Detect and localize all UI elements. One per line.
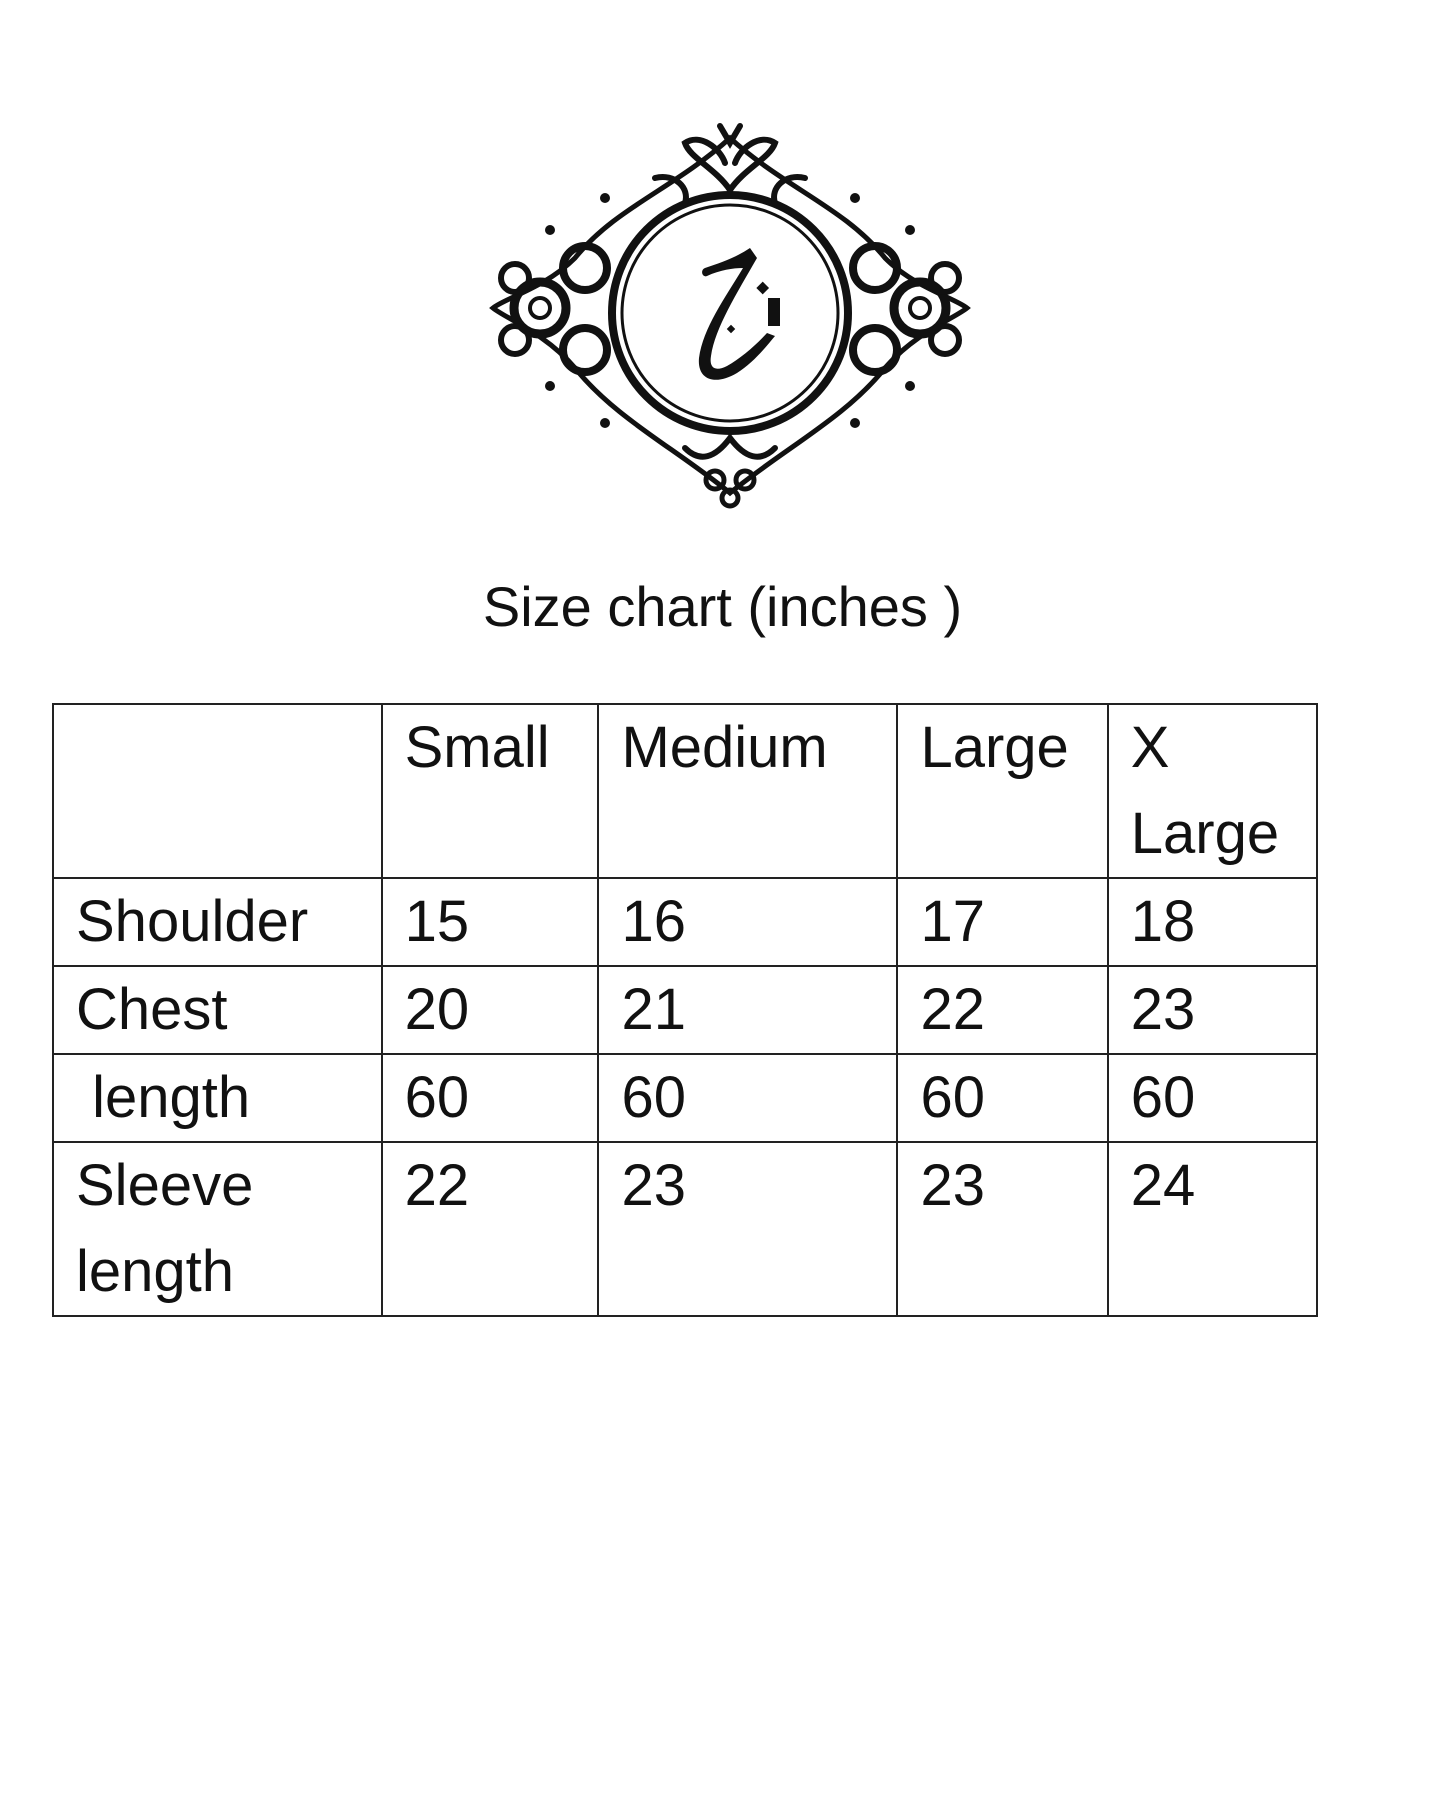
header-cell: Large <box>896 703 1109 879</box>
header-cell <box>52 703 383 879</box>
page-title: Size chart (inches ) <box>482 575 963 638</box>
table-cell: 21 <box>597 965 899 1055</box>
row-label: Shoulder <box>52 877 383 967</box>
table-cell: 60 <box>1106 1053 1319 1143</box>
table-cell: 20 <box>380 965 600 1055</box>
table-cell: 24 <box>1106 1141 1319 1317</box>
header-cell: X Large <box>1106 703 1319 879</box>
table-cell: 18 <box>1106 877 1319 967</box>
table-cell: 22 <box>896 965 1109 1055</box>
brand-logo <box>489 123 971 509</box>
table-cell: 23 <box>1106 965 1319 1055</box>
size-chart-table: Small Medium Large X Large Shoulder 15 1… <box>52 703 1319 1317</box>
table-row: Shoulder 15 16 17 18 <box>52 877 1319 967</box>
table-cell: 23 <box>597 1141 899 1317</box>
table-cell: 60 <box>896 1053 1109 1143</box>
table-cell: 17 <box>896 877 1109 967</box>
table-row: Sleeve length 22 23 23 24 <box>52 1141 1319 1317</box>
header-row: Small Medium Large X Large <box>52 703 1319 879</box>
table-cell: 16 <box>597 877 899 967</box>
row-label: Sleeve length <box>52 1141 383 1317</box>
table-cell: 60 <box>380 1053 600 1143</box>
row-label: Chest <box>52 965 383 1055</box>
table-cell: 22 <box>380 1141 600 1317</box>
table-row: length 60 60 60 60 <box>52 1053 1319 1143</box>
table-row: Chest 20 21 22 23 <box>52 965 1319 1055</box>
table-cell: 15 <box>380 877 600 967</box>
header-cell: Medium <box>597 703 899 879</box>
row-label: length <box>52 1053 383 1143</box>
table-cell: 23 <box>896 1141 1109 1317</box>
table-cell: 60 <box>597 1053 899 1143</box>
header-cell: Small <box>380 703 600 879</box>
